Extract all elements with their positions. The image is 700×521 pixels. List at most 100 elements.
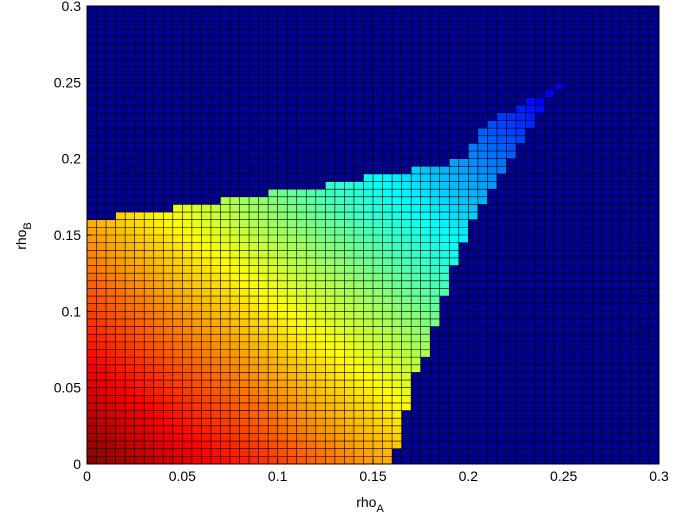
heatmap-cell [287,402,297,411]
heatmap-cell [163,265,173,274]
heatmap-cell [134,334,145,342]
heatmap-cell [296,273,307,281]
heatmap-cell [96,418,107,426]
heatmap-cell [363,349,373,358]
heatmap-cell [268,387,278,396]
heatmap-cell [334,418,345,426]
heatmap-cell [363,212,373,220]
heatmap-cell [363,372,373,381]
heatmap-cell [87,441,97,449]
heatmap-cell [249,235,259,243]
heatmap-cell [87,433,97,442]
heatmap-cell [353,387,364,396]
heatmap-cell [277,288,288,297]
heatmap-cell [153,410,164,419]
heatmap-cell [401,235,412,243]
heatmap-cell [315,364,326,373]
heatmap-cell [325,235,335,243]
heatmap-cell [373,402,383,411]
heatmap-cell [287,265,297,274]
heatmap-cell [172,364,183,373]
heatmap-cell [392,296,402,304]
heatmap-cell [296,372,307,381]
heatmap-cell [420,189,431,197]
heatmap-cell [106,341,116,350]
heatmap-cell [306,425,316,434]
heatmap-cell [315,296,326,304]
heatmap-cell [315,311,326,319]
heatmap-cell [134,273,145,281]
heatmap-cell [163,250,173,258]
heatmap-cell [401,242,412,251]
heatmap-cell [268,418,278,426]
heatmap-cell [382,380,393,388]
heatmap-cell [172,402,183,411]
heatmap-cell [172,456,183,464]
heatmap-cell [325,212,335,220]
heatmap-cell [258,219,269,228]
heatmap-cell [373,372,383,381]
heatmap-cell [430,288,440,297]
heatmap-cell [220,227,230,235]
heatmap-cell [401,257,412,266]
heatmap-cell [249,410,259,419]
heatmap-cell [191,303,202,312]
heatmap-cell [334,433,345,442]
heatmap-cell [220,273,230,281]
heatmap-cell [210,418,221,426]
heatmap-cell [182,364,192,373]
heatmap-cell [325,196,335,205]
y-axis-ticks: 0 0.05 0.1 0.15 0.2 0.25 0.3 [54,0,92,472]
heatmap-cell [277,242,288,251]
heatmap-cell [144,357,154,365]
heatmap-cell [382,257,393,266]
heatmap-cell [287,395,297,403]
heatmap-cell [334,402,345,411]
heatmap-cell [315,387,326,396]
heatmap-cell [315,456,326,464]
heatmap-cell [430,296,440,304]
heatmap-cell [230,204,240,213]
heatmap-cell [125,357,135,365]
heatmap-cell [325,372,335,381]
heatmap-cell [306,418,316,426]
heatmap-cell [96,280,107,289]
heatmap-cell [106,311,116,319]
heatmap-cell [420,212,431,220]
heatmap-cell [392,227,402,235]
heatmap-cell [287,456,297,464]
heatmap-cell [134,227,145,235]
heatmap-cell [172,357,183,365]
heatmap-cell [172,326,183,335]
heatmap-cell [392,380,402,388]
heatmap-cell [96,242,107,251]
heatmap-cell [477,143,488,152]
heatmap-cell [106,441,116,449]
heatmap-cell [191,418,202,426]
heatmap-cell [287,410,297,419]
heatmap-cell [496,166,507,174]
heatmap-cell [344,334,354,342]
heatmap-cell [344,303,354,312]
heatmap-cell [477,173,488,182]
heatmap-cell [220,296,230,304]
heatmap-cell [249,334,259,342]
heatmap-cell [163,402,173,411]
heatmap-cell [373,173,383,182]
heatmap-cell [344,257,354,266]
heatmap-cell [411,326,421,335]
heatmap-cell [230,296,240,304]
heatmap-cell [115,380,126,388]
heatmap-cell [96,372,107,381]
heatmap-cell [411,318,421,327]
heatmap-cell [87,341,97,350]
heatmap-cell [182,303,192,312]
heatmap-cell [277,196,288,205]
heatmap-cell [239,349,250,358]
heatmap-cell [344,280,354,289]
heatmap-cell [439,265,450,274]
heatmap-cell [325,311,335,319]
heatmap-cell [306,257,316,266]
heatmap-cell [163,326,173,335]
heatmap-cell [210,402,221,411]
